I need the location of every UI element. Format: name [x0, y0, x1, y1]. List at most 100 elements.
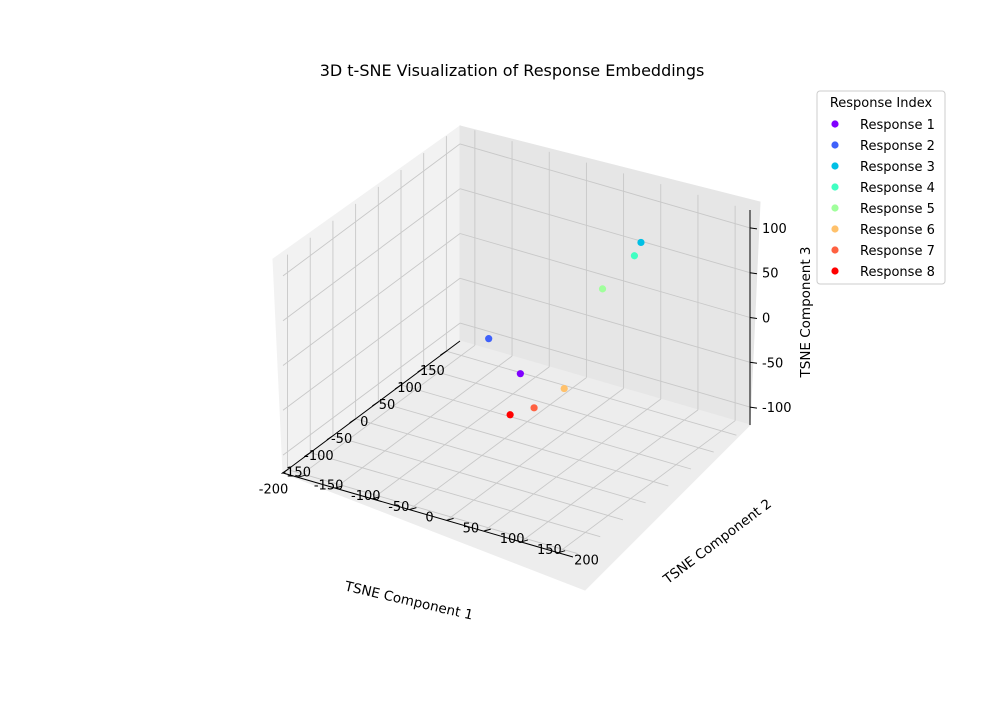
legend-title: Response Index: [830, 96, 933, 111]
legend-label: Response 7: [860, 244, 935, 259]
y-tick-label: 200: [574, 554, 599, 569]
y-tick-label: -50: [388, 500, 409, 515]
x-axis-label: TSNE Component 1: [342, 578, 474, 623]
legend-marker: [831, 120, 839, 128]
x-tick-label: -100: [304, 449, 334, 464]
legend-label: Response 8: [860, 265, 935, 280]
y-tick-label: 100: [500, 532, 525, 547]
z-tick-label: -50: [762, 356, 783, 371]
legend-frame: [816, 90, 946, 285]
y-axis-label: TSNE Component 2: [660, 496, 775, 588]
x-tick-label: 0: [360, 415, 368, 430]
legend-items: Response 1 Response 2 Response 3 Response 4…: [831, 118, 935, 280]
x-tick-label: -200: [259, 483, 289, 498]
z-grid-line: [282, 143, 461, 277]
axes: [281, 210, 758, 558]
legend-marker: [831, 225, 839, 233]
z-tick-mark: [749, 361, 758, 364]
z-tick-label: 100: [762, 222, 787, 237]
z-tick-label: -100: [762, 401, 792, 416]
z-axis-label: TSNE Component 3: [798, 247, 814, 379]
data-point: [530, 404, 538, 412]
y-tick-mark: [297, 474, 306, 478]
grid-lines: [282, 130, 751, 555]
y-tick-label: -150: [314, 478, 344, 493]
z-grid-line: [282, 188, 461, 322]
x-grid-line: [310, 452, 601, 538]
y-tick-mark: [520, 539, 529, 543]
y-grid-line: [446, 388, 624, 521]
y-grid-line: [297, 344, 476, 478]
data-point: [485, 335, 493, 343]
data-point: [516, 370, 524, 378]
y-tick-mark: [446, 517, 454, 521]
z-tick-mark: [749, 227, 758, 230]
y-grid-line: [520, 409, 699, 543]
z-grid-line: [459, 322, 751, 408]
legend-label: Response 5: [860, 202, 935, 217]
data-point: [560, 384, 568, 393]
chart-title: 3D t-SNE Visualization of Response Embed…: [320, 61, 705, 80]
y-tick-label: 50: [463, 521, 480, 536]
legend-marker: [831, 267, 839, 275]
z-grid-line: [282, 322, 461, 456]
y-tick-mark: [334, 485, 343, 489]
y-grid-line: [409, 377, 587, 510]
legend-marker: [831, 141, 839, 149]
z-grid-line: [459, 143, 751, 229]
y-grid-line: [483, 398, 662, 532]
legend-marker: [831, 204, 839, 212]
x-grid-line: [400, 384, 692, 470]
legend-label: Response 1: [860, 118, 935, 133]
x-tick-label: 100: [397, 381, 422, 396]
data-points: [485, 238, 645, 419]
y-tick-label: -100: [351, 489, 381, 504]
y-tick-mark: [409, 507, 417, 511]
y-grid-line: [371, 366, 550, 500]
y-tick-mark: [483, 528, 491, 532]
y-tick-mark: [557, 550, 566, 554]
z-grid-line: [282, 233, 461, 366]
legend-marker: [831, 246, 839, 254]
x-grid-line: [332, 435, 624, 521]
z-grid-line: [282, 277, 461, 411]
data-point: [506, 411, 514, 419]
y-grid-line: [557, 420, 736, 554]
x-tick-label: 50: [379, 398, 396, 413]
data-point: [598, 285, 607, 293]
z-grid-line: [459, 188, 751, 274]
z-tick-mark: [749, 406, 758, 409]
y-grid-line: [334, 355, 513, 489]
legend-label: Response 4: [860, 181, 935, 196]
z-tick-label: 50: [762, 267, 779, 282]
legend-label: Response 6: [860, 223, 935, 238]
y-tick-label: 150: [537, 543, 562, 558]
x-grid-line: [355, 418, 646, 504]
legend-label: Response 2: [860, 139, 935, 154]
z-grid-line: [459, 277, 751, 363]
data-point: [630, 252, 639, 260]
legend-marker: [831, 162, 839, 170]
legend-marker: [831, 183, 839, 191]
data-point: [637, 238, 645, 247]
x-grid-line: [423, 367, 714, 453]
z-tick-mark: [749, 272, 758, 275]
z-grid-line: [459, 233, 751, 318]
z-tick-mark: [749, 317, 758, 319]
y-tick-label: 0: [425, 511, 433, 526]
y-axis-line: [282, 472, 574, 558]
tick-labels: -200-150-100-50050100150-150-100-5005010…: [259, 222, 792, 569]
x-tick-label: -50: [331, 432, 352, 447]
y-tick-mark: [372, 496, 380, 500]
legend-label: Response 3: [860, 160, 935, 175]
z-tick-label: 0: [762, 312, 770, 327]
x-grid-line: [287, 469, 578, 555]
x-grid-line: [378, 401, 669, 487]
x-tick-label: 150: [420, 364, 445, 379]
x-axis-line: [282, 340, 461, 474]
x-grid-line: [446, 350, 737, 436]
x-tick-label: -150: [281, 466, 311, 481]
